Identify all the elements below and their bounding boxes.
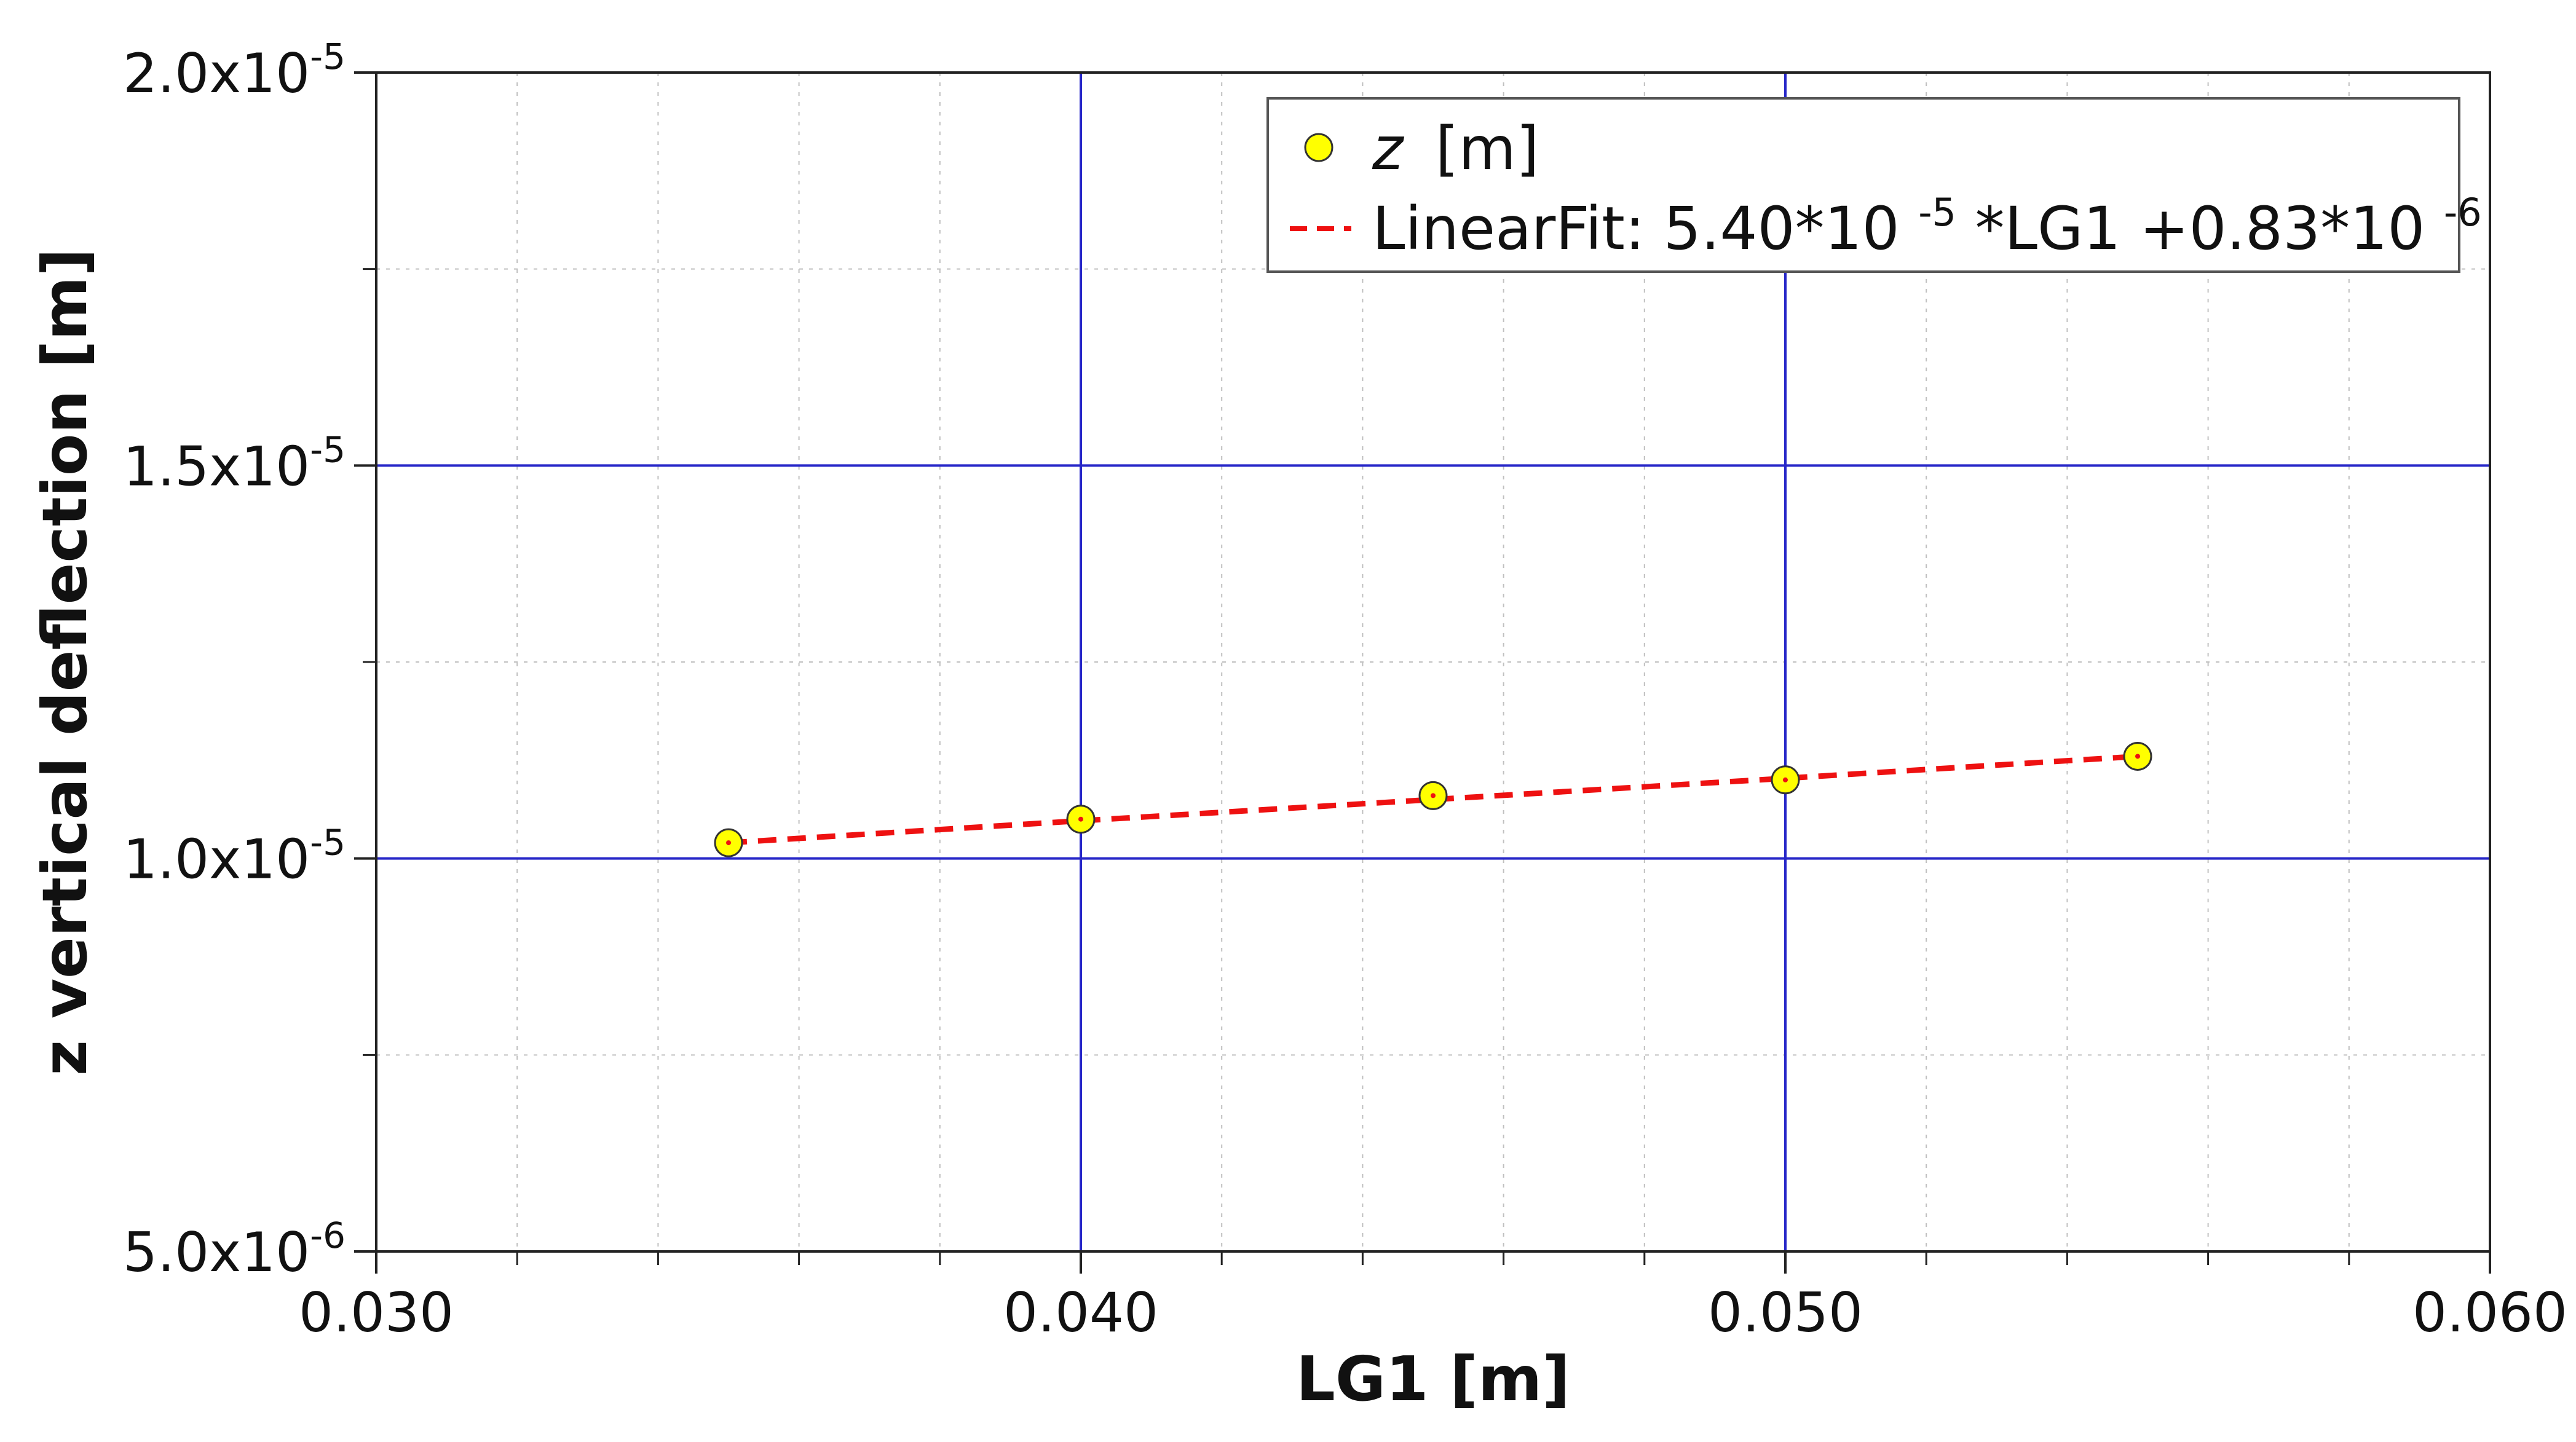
legend-label-z-italic: z	[1372, 114, 1405, 183]
y-tick-label: 1.5x10-5	[123, 428, 346, 498]
legend-fit-exp-1: -5	[1918, 190, 1956, 235]
legend-fit-exp-2: -6	[2444, 190, 2482, 235]
legend-fit-part-1: LinearFit: 5.40*10	[1372, 194, 1900, 263]
y-tick-label: 2.0x10-5	[123, 36, 346, 105]
legend-marker-z	[1304, 133, 1333, 162]
fit-point-dot	[2135, 754, 2140, 759]
x-axis-title: LG1 [m]	[1296, 1343, 1570, 1415]
x-tick-labels: 0.030 0.040 0.050 0.060	[299, 1281, 2567, 1344]
legend-label-z-unit: [m]	[1436, 114, 1539, 183]
y-tick-mantissa: 5.0x10	[123, 1221, 310, 1284]
y-tick-mantissa: 1.5x10	[123, 435, 310, 498]
legend-fit-part-2: *LG1 +0.83*10	[1975, 194, 2425, 263]
x-tick-label: 0.030	[299, 1281, 454, 1344]
legend-label-linear-fit: LinearFit: 5.40*10 -5 *LG1 +0.83*10 -6	[1372, 171, 2482, 263]
y-tick-label: 5.0x10-6	[123, 1215, 346, 1284]
legend-box	[1266, 97, 2460, 273]
y-tick-mantissa: 1.0x10	[123, 828, 310, 891]
y-axis-title: z vertical deflection [m]	[29, 248, 101, 1076]
x-tick-label: 0.050	[1708, 1281, 1863, 1344]
y-tick-label: 1.0x10-5	[123, 822, 346, 891]
ticks	[354, 71, 2491, 1274]
series-layer	[714, 741, 2152, 857]
x-tick-label: 0.040	[1003, 1281, 1158, 1344]
fit-point-dot	[1783, 777, 1788, 782]
legend-label-z: z [m]	[1372, 114, 1539, 183]
x-tick-label: 0.060	[2412, 1281, 2567, 1344]
y-tick-labels: 5.0x10-61.0x10-51.5x10-52.0x10-5	[123, 36, 346, 1284]
y-tick-exponent: -5	[310, 822, 346, 864]
fit-point-dot	[1078, 816, 1083, 822]
fit-point-dot	[726, 840, 731, 846]
fit-point-dot	[1431, 793, 1436, 798]
y-tick-exponent: -6	[310, 1215, 346, 1256]
y-tick-exponent: -5	[310, 36, 346, 77]
legend: z [m] LinearFit: 5.40*10 -5 *LG1 +0.83*1…	[1266, 97, 2482, 273]
y-tick-mantissa: 2.0x10	[123, 42, 310, 105]
y-tick-exponent: -5	[310, 428, 346, 470]
